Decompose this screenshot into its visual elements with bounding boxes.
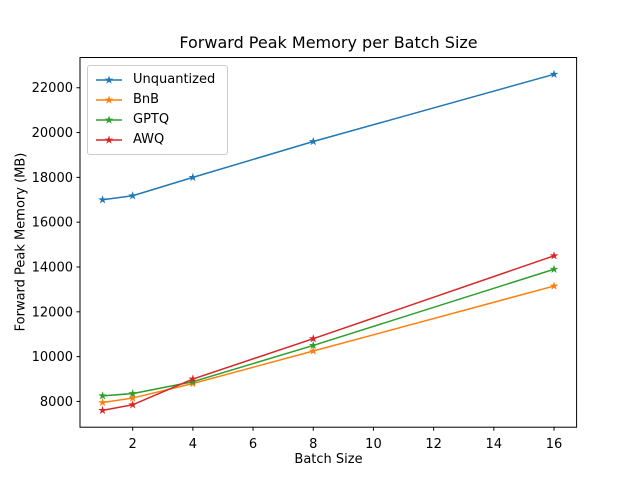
- legend-item-awq: AWQ: [95, 130, 219, 150]
- data-point-marker: [128, 400, 138, 409]
- data-point-marker: [549, 264, 559, 273]
- series-unquantized: [98, 69, 559, 204]
- x-tick-label: 8: [309, 437, 317, 452]
- x-tick-label: 4: [189, 437, 197, 452]
- data-point-marker: [549, 251, 559, 260]
- data-point-marker: [188, 172, 198, 182]
- data-point-marker: [549, 69, 559, 79]
- chart-title: Forward Peak Memory per Batch Size: [179, 33, 478, 52]
- series-line: [102, 268, 555, 397]
- y-tick-label: 14000: [32, 260, 73, 275]
- data-point-marker: [128, 191, 138, 200]
- data-point-marker: [549, 281, 559, 290]
- series-line: [102, 285, 555, 404]
- data-point-marker: [308, 334, 318, 343]
- data-point-marker: [98, 405, 107, 415]
- data-point-marker: [98, 391, 107, 400]
- series-bnb: [98, 281, 559, 407]
- data-point-marker: [308, 340, 318, 350]
- series-line: [102, 255, 555, 412]
- legend-label: Unquantized: [133, 72, 216, 87]
- x-tick-label: 12: [425, 437, 442, 452]
- legend-marker-icon: [96, 115, 122, 124]
- y-tick-label: 16000: [32, 216, 73, 231]
- x-tick-label: 14: [486, 437, 503, 452]
- x-tick-label: 2: [129, 437, 137, 452]
- legend-item-gptq: GPTQ: [95, 110, 219, 130]
- x-axis: 2 4 6 8 10 12 14 16: [129, 427, 563, 452]
- data-point-marker: [128, 388, 138, 398]
- legend-marker-icon: [96, 135, 122, 144]
- x-tick-label: 10: [365, 437, 382, 452]
- x-tick-label: 6: [249, 437, 257, 452]
- legend-marker-icon: [96, 75, 122, 84]
- data-point-marker: [98, 195, 107, 204]
- legend-marker-icon: [96, 95, 122, 104]
- legend: Unquantized BnB GPTQ AWQ: [87, 65, 228, 155]
- series-awq: [98, 251, 559, 415]
- data-point-marker: [308, 136, 318, 146]
- x-tick-label: 16: [546, 437, 563, 452]
- y-tick-label: 8000: [40, 395, 73, 410]
- y-tick-label: 20000: [32, 126, 73, 141]
- legend-label: GPTQ: [133, 112, 170, 127]
- y-axis: 8000 10000 12000 14000 16000 18000 20000 22000: [32, 81, 80, 410]
- legend-item-unquantized: Unquantized: [95, 70, 219, 90]
- data-point-marker: [128, 393, 138, 402]
- legend-label: BnB: [133, 92, 160, 107]
- y-tick-label: 18000: [32, 171, 73, 186]
- legend-item-bnb: BnB: [95, 90, 219, 110]
- axes-spines: [79, 57, 578, 428]
- data-point-marker: [98, 397, 107, 407]
- y-tick-label: 12000: [32, 305, 73, 320]
- data-point-marker: [188, 377, 198, 386]
- legend-label: AWQ: [133, 132, 165, 147]
- y-tick-label: 10000: [32, 350, 73, 365]
- x-axis-label: Batch Size: [294, 452, 363, 467]
- y-tick-label: 22000: [32, 81, 73, 96]
- data-point-marker: [188, 374, 198, 383]
- series-gptq: [98, 264, 559, 400]
- data-point-marker: [308, 346, 318, 355]
